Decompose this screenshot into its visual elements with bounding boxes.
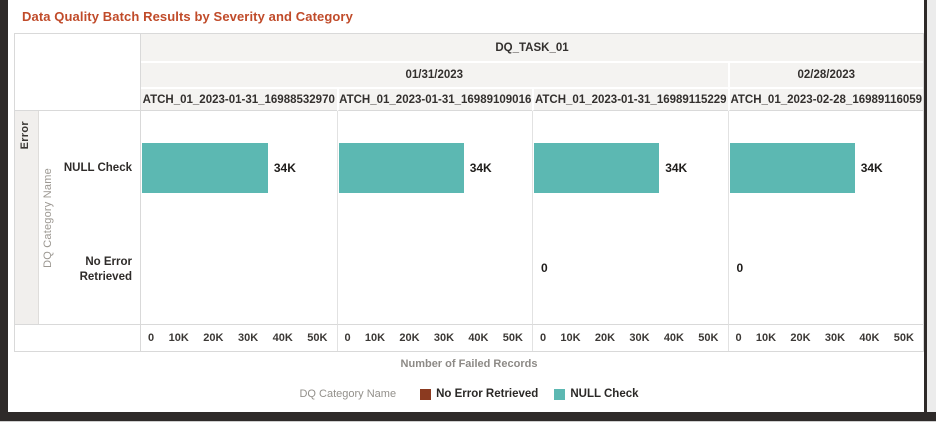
bar-row: 34K [338, 143, 531, 193]
category-label-null-check: NULL Check [63, 162, 132, 174]
null-check-swatch-icon [554, 388, 566, 400]
x-tick: 20K [399, 332, 420, 344]
page-title: Data Quality Batch Results by Severity a… [22, 9, 353, 24]
x-tick: 10K [168, 332, 189, 344]
severity-row-header: Error [15, 111, 39, 324]
column-header-batch-2: ATCH_01_2023-01-31_16989109016 [336, 89, 532, 111]
column-header-batch-4: ATCH_01_2023-02-28_16989116059 [727, 89, 923, 111]
x-tick: 0 [540, 332, 547, 344]
window-bottom-border [0, 412, 936, 421]
null-check-bar[interactable] [534, 143, 660, 193]
x-tick: 10K [560, 332, 581, 344]
bar-row: 34K [729, 143, 922, 193]
column-header-batch-3: ATCH_01_2023-01-31_16989115229 [532, 89, 728, 111]
x-axis-panel-1: 0 10K 20K 30K 40K 50K [141, 324, 337, 351]
column-group-task: DQ_TASK_01 [141, 34, 923, 63]
x-tick: 0 [344, 332, 351, 344]
chart-panel-4: 34K 0 [727, 111, 923, 324]
null-check-bar[interactable] [142, 143, 268, 193]
severity-label: Error [19, 121, 31, 150]
x-axis-title: Number of Failed Records [400, 358, 538, 370]
bar-value-label: 34K [665, 161, 688, 175]
legend: DQ Category Name No Error Retrieved NULL… [14, 388, 924, 400]
x-tick: 50K [893, 332, 914, 344]
x-tick: 30K [824, 332, 846, 344]
x-axis-panel-4: 0 10K 20K 30K 40K 50K [727, 324, 923, 351]
x-tick: 20K [790, 332, 811, 344]
chart-panel-1: 34K [141, 111, 337, 324]
x-tick: 50K [307, 332, 328, 344]
window-right-border [924, 0, 927, 422]
no-error-retrieved-swatch-icon [420, 388, 432, 400]
column-group-date-1: 01/31/2023 [141, 63, 728, 89]
x-tick: 0 [735, 332, 742, 344]
x-tick: 20K [203, 332, 224, 344]
x-tick: 10K [364, 332, 386, 344]
bar-row: 34K [534, 143, 726, 193]
trellis-chart: DQ_TASK_01 01/31/2023 02/28/2023 ATCH_01… [14, 33, 924, 352]
x-tick: 30K [629, 332, 650, 344]
null-check-bar[interactable] [729, 143, 855, 193]
x-axis-panel-2: 0 10K 20K 30K 40K 50K [336, 324, 532, 351]
legend-title: DQ Category Name [299, 388, 397, 400]
category-label-no-error-retrieved: No Error Retrieved [79, 256, 132, 283]
legend-item-no-error-retrieved[interactable]: No Error Retrieved [420, 388, 538, 400]
x-tick: 0 [148, 332, 155, 344]
x-tick: 20K [594, 332, 616, 344]
x-tick: 10K [755, 332, 777, 344]
bar-row: 34K [142, 143, 335, 193]
y-axis-title: DQ Category Name [42, 167, 54, 268]
column-group-date-2: 02/28/2023 [727, 63, 923, 89]
x-tick: 30K [433, 332, 455, 344]
legend-item-label: NULL Check [570, 388, 639, 400]
null-check-bar[interactable] [338, 143, 464, 193]
x-tick: 30K [237, 332, 259, 344]
corner-cell [15, 34, 141, 111]
x-tick: 50K [502, 332, 523, 344]
x-tick: 50K [698, 332, 719, 344]
y-axis-area: DQ Category Name NULL Check No Error Ret… [39, 111, 141, 324]
legend-item-label: No Error Retrieved [436, 388, 539, 400]
bar-value-label: 34K [273, 161, 296, 175]
window-right-gutter [927, 0, 936, 422]
column-header-batch-1: ATCH_01_2023-01-31_16988532970 [141, 89, 337, 111]
legend-item-null-check[interactable]: NULL Check [554, 388, 639, 400]
bar-value-label: 34K [469, 161, 492, 175]
chart-panel-3: 34K 0 [532, 111, 728, 324]
x-axis-panel-3: 0 10K 20K 30K 40K 50K [532, 324, 728, 351]
bar-value-label: 34K [860, 161, 883, 175]
window-left-border [0, 0, 8, 422]
x-tick: 40K [468, 332, 489, 344]
x-tick: 40K [859, 332, 880, 344]
axis-corner-cell [15, 324, 141, 351]
x-tick: 40K [272, 332, 293, 344]
x-tick: 40K [663, 332, 684, 344]
chart-panel-2: 34K [336, 111, 532, 324]
no-error-value-label: 0 [541, 261, 548, 275]
no-error-value-label: 0 [736, 261, 744, 275]
